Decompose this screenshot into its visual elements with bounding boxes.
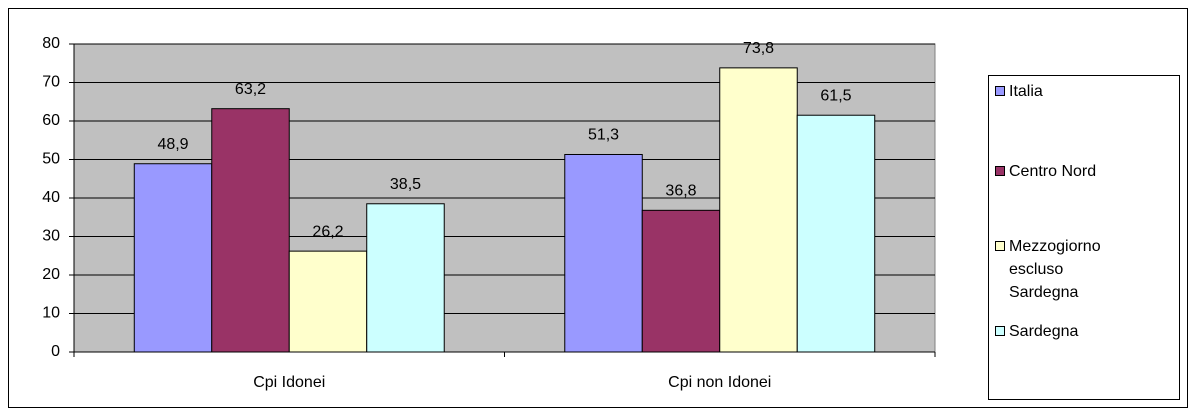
legend-swatch (995, 241, 1005, 251)
legend-label: Centro Nord (1009, 163, 1097, 180)
data-label: 63,2 (235, 81, 266, 98)
legend-label: Italia (1009, 83, 1043, 100)
legend-swatch (995, 86, 1005, 96)
bar (211, 108, 290, 353)
bar (366, 203, 445, 353)
y-tick-label: 30 (42, 228, 60, 245)
bar (719, 67, 798, 353)
data-label: 26,2 (312, 223, 343, 240)
bar (133, 163, 213, 353)
y-tick-label: 0 (51, 343, 60, 360)
bar (796, 114, 876, 353)
legend-entry: Centro Nord (995, 160, 1109, 183)
y-tick-label: 40 (42, 189, 60, 206)
legend-entry: Sardegna (995, 320, 1109, 343)
data-label: 36,8 (665, 183, 696, 200)
y-tick-label: 60 (42, 112, 60, 129)
y-tick-label: 10 (42, 305, 60, 322)
data-label: 38,5 (390, 176, 421, 193)
y-tick-label: 80 (42, 35, 60, 52)
bar (288, 250, 368, 353)
legend: Italia Centro Nord Mezzogiorno escluso Sar… (988, 75, 1180, 400)
y-tick-label: 50 (42, 151, 60, 168)
legend-label: Sardegna (1009, 323, 1079, 340)
legend-swatch (995, 326, 1005, 336)
x-tick-label: Cpi non Idonei (668, 374, 771, 391)
data-label: 51,3 (588, 127, 619, 144)
y-tick-label: 70 (42, 74, 60, 91)
legend-swatch (995, 166, 1005, 176)
bar (564, 153, 643, 353)
x-tick-label: Cpi Idonei (253, 374, 325, 391)
legend-entry: Mezzogiorno escluso Sardegna (995, 235, 1109, 304)
bar (641, 209, 721, 353)
y-tick-label: 20 (42, 266, 60, 283)
legend-entry: Italia (995, 80, 1109, 103)
data-label: 48,9 (157, 136, 188, 153)
data-label: 61,5 (820, 87, 851, 104)
legend-label: Mezzogiorno escluso Sardegna (1009, 238, 1101, 301)
data-label: 73,8 (743, 40, 774, 57)
